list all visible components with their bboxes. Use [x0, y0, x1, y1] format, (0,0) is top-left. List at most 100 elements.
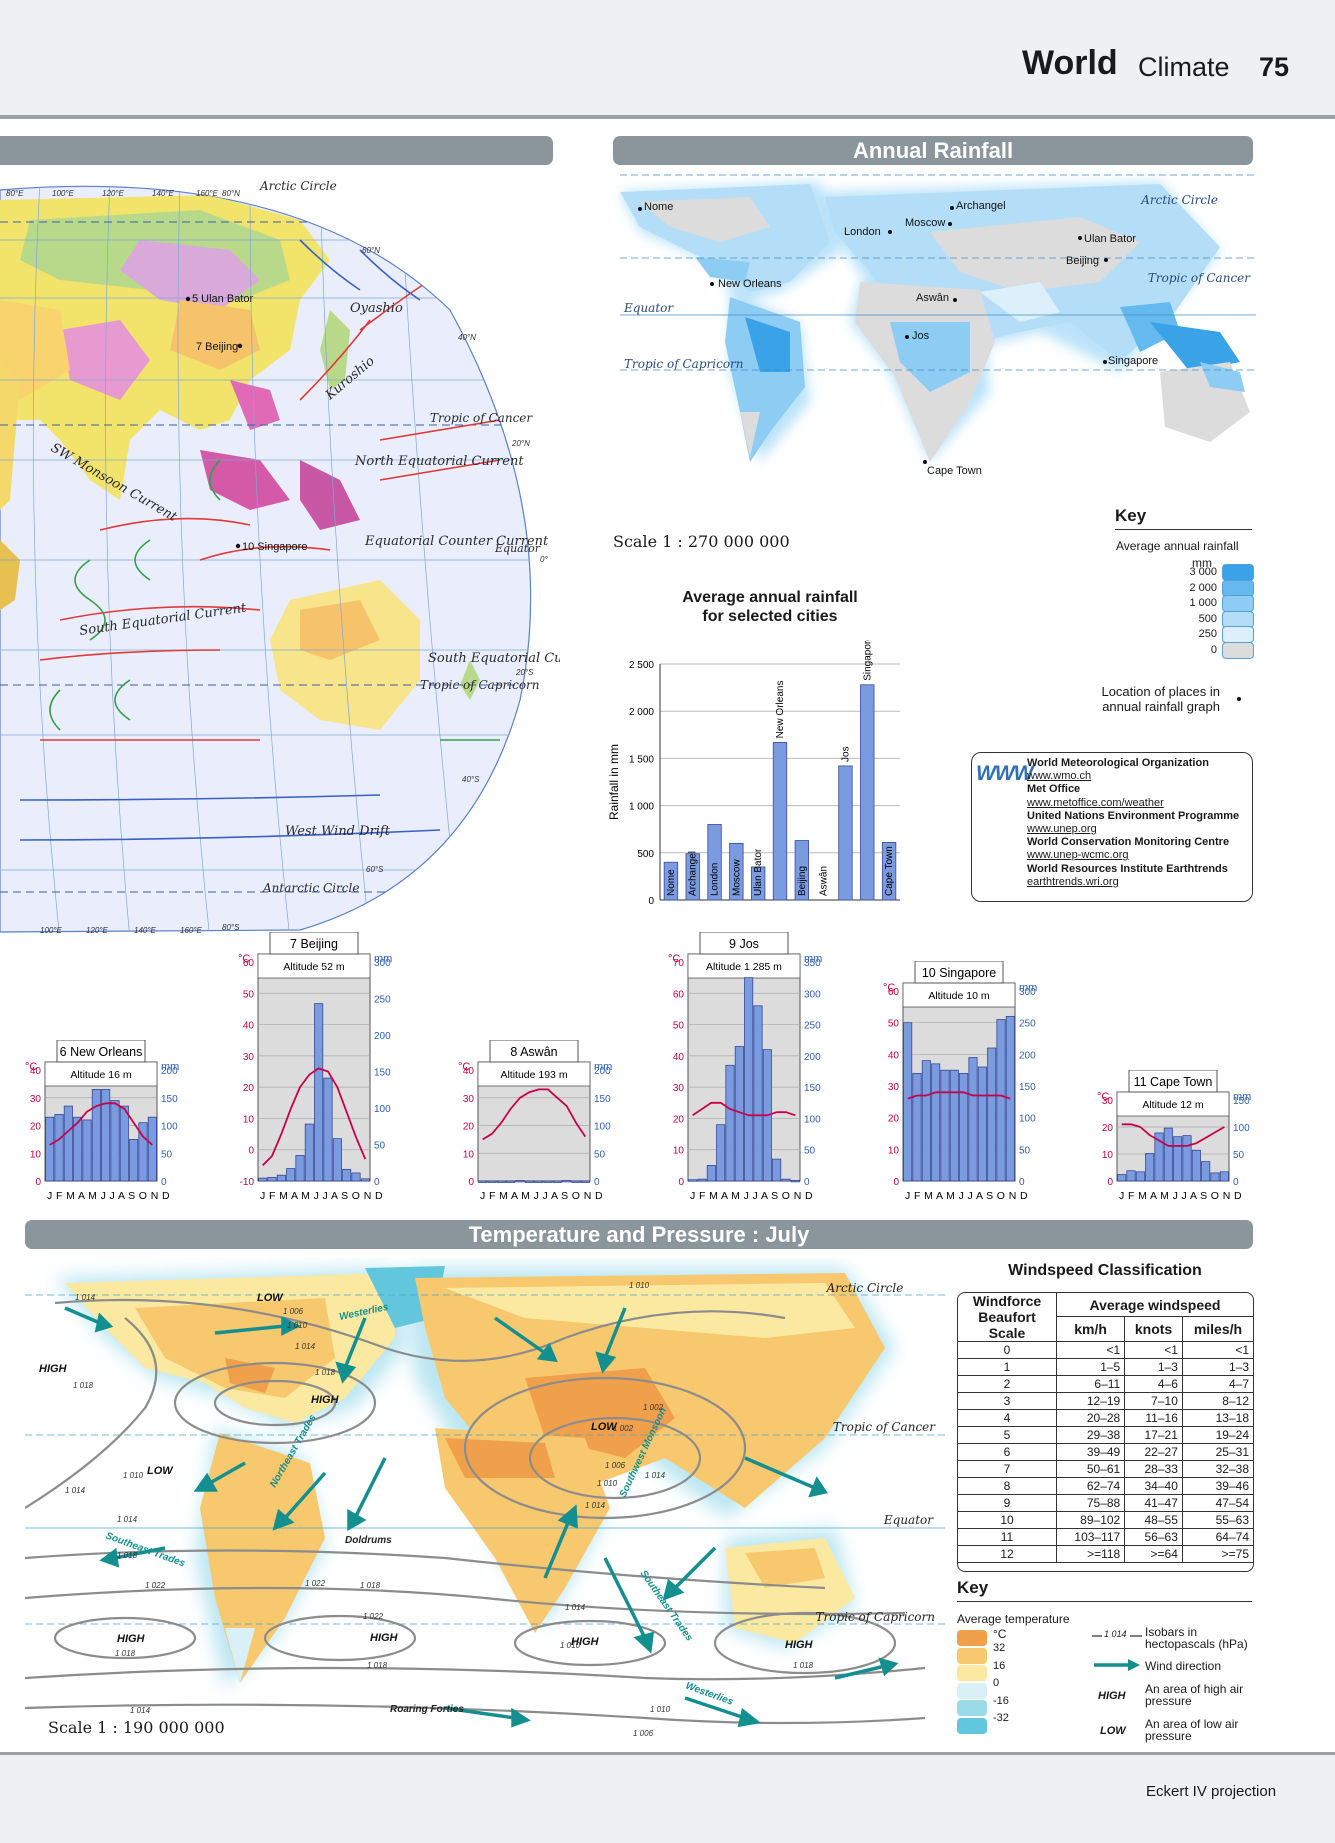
- climograph-rain-bar: [1182, 1135, 1192, 1182]
- rain-chart-bar: [838, 765, 853, 901]
- rain-map-scale: Scale 1 : 270 000 000: [613, 532, 790, 551]
- rain-chart-ytick: 0: [648, 896, 654, 907]
- temp-key-level-label: 32: [993, 1642, 1006, 1654]
- climograph-temp-tick: 0: [35, 1177, 41, 1188]
- climograph-altitude: Altitude 12 m: [1142, 1099, 1204, 1111]
- climograph-temp-unit: °C: [458, 1061, 470, 1073]
- wind-table-cell: 62–74: [1055, 1477, 1126, 1495]
- rain-chart-category-label: Beijing: [797, 866, 808, 896]
- climograph-rain-bar: [725, 1064, 735, 1182]
- climograph-temp-tick: 60: [243, 958, 255, 969]
- climograph-1: Altitude 16 m 6 New Orleans °C mm 0 10 20 30 40 0…: [25, 1040, 179, 1202]
- header-rule: [0, 115, 1335, 119]
- climograph-temp-tick: 0: [1107, 1177, 1113, 1188]
- lon-top-5: 160°E: [196, 189, 219, 198]
- lon-bottom-4: 160°E: [180, 926, 203, 935]
- climograph-temp-tick: 40: [673, 1052, 685, 1063]
- climograph-rain-bar: [478, 1180, 488, 1183]
- climograph-rain-bar: [1191, 1149, 1201, 1182]
- link-url[interactable]: www.unep.org: [1027, 823, 1097, 836]
- wind-table-cell: 39–46: [1181, 1477, 1253, 1495]
- low-label-1: LOW: [257, 1292, 284, 1304]
- wind-table-cell: 1–3: [1124, 1358, 1183, 1376]
- wind-table-cell: 22–27: [1124, 1443, 1183, 1461]
- climograph-rain-bar: [286, 1168, 296, 1182]
- high-label-5: HIGH: [571, 1636, 600, 1648]
- climograph-temp-tick: 20: [30, 1122, 42, 1133]
- climograph-rain-bar: [688, 1179, 698, 1182]
- isobar-key-sample: 1 014: [1104, 1629, 1127, 1639]
- isobar-lines: [25, 1298, 926, 1725]
- www-logo: WWW: [976, 762, 1033, 785]
- climograph-rain-bar: [351, 1172, 361, 1182]
- wind-table-row: 11 103–117 56–63 64–74: [958, 1528, 1253, 1546]
- link-url[interactable]: www.unep-wcmc.org: [1027, 849, 1129, 862]
- tropic-capricorn-label: Tropic of Capricorn: [420, 678, 540, 692]
- climograph-temp-tick: 70: [673, 958, 685, 969]
- climograph-4: Altitude 1 285 m 9 Jos °C mm 0 10 20 30 40 50 60 70…: [668, 932, 822, 1202]
- antarctic-circle-label: Antarctic Circle: [262, 881, 359, 895]
- climograph-rain-bar: [524, 1180, 534, 1183]
- climograph-rain-tick: 0: [804, 1177, 810, 1188]
- climograph-rain-bar: [697, 1178, 707, 1182]
- climograph-title: 6 New Orleans: [60, 1045, 143, 1059]
- climograph-rain-tick: 250: [374, 995, 391, 1006]
- climograph-rain-bar: [716, 1124, 726, 1182]
- wind-table-cell: 7–10: [1124, 1392, 1183, 1410]
- wind-direction-desc: Wind direction: [1145, 1659, 1222, 1673]
- link-org-name: World Conservation Monitoring Centre: [1027, 836, 1230, 849]
- climograph-rain-bar: [515, 1180, 525, 1183]
- annual-rainfall-map: Arctic Circle Tropic of Cancer Equator T…: [620, 174, 1256, 477]
- wind-table-row: 4 20–28 11–16 13–18: [958, 1409, 1253, 1427]
- link-url[interactable]: earthtrends.wri.org: [1027, 875, 1119, 888]
- climograph-temp-tick: 30: [1102, 1096, 1114, 1107]
- wind-table-row: 7 50–61 28–33 32–38: [958, 1460, 1253, 1478]
- wind-table-cell: 4–6: [1124, 1375, 1183, 1393]
- lat-0: 0°: [540, 555, 548, 564]
- link-url[interactable]: www.wmo.ch: [1027, 770, 1092, 783]
- temp-key-swatch: [957, 1630, 987, 1646]
- wind-table-cell: 1–5: [1055, 1358, 1126, 1376]
- climograph-altitude: Altitude 16 m: [70, 1069, 132, 1081]
- climograph-rain-bar: [949, 1069, 959, 1182]
- rain-chart-ytick: 500: [637, 849, 654, 860]
- wind-table-cell: 17–21: [1124, 1426, 1183, 1444]
- climograph-rain-bar: [781, 1178, 791, 1182]
- climograph-title: 9 Jos: [729, 937, 759, 951]
- arctic-circle-label: Arctic Circle: [259, 180, 337, 193]
- climograph-rain-bar: [54, 1114, 64, 1182]
- climograph-panel: [902, 982, 1016, 1182]
- climograph-rain-tick: 0: [161, 1177, 167, 1188]
- rain-key-swatch: [1222, 626, 1254, 643]
- climograph-temp-tick: 0: [893, 1177, 899, 1188]
- rain-key-swatch: [1222, 610, 1254, 628]
- climograph-rain-tick: 100: [374, 1104, 391, 1115]
- climograph-rain-bar: [552, 1180, 562, 1183]
- lat-20s: 20°S: [515, 668, 534, 677]
- wind-table-cell: 64–74: [1181, 1528, 1253, 1546]
- climograph-title-box: [489, 1040, 579, 1063]
- climograph-rain-bar: [276, 1174, 286, 1182]
- wind-table-cell: 75–88: [1055, 1494, 1126, 1512]
- climograph-rain-bar: [138, 1122, 148, 1182]
- rain-key-swatch: [1222, 579, 1254, 597]
- rain-key-subtitle: Average annual rainfall: [1116, 539, 1239, 553]
- temp-key-swatch: [957, 1700, 987, 1716]
- climograph-alt-band: [257, 953, 371, 979]
- climograph-temp-tick: 50: [888, 1019, 900, 1030]
- climograph-temp-line: [262, 1067, 367, 1167]
- wind-table-cell: 4: [958, 1409, 1057, 1427]
- eq-counter-current-label: Equatorial Counter Current: [364, 534, 549, 549]
- rain-chart-category-label: Jos: [840, 746, 851, 762]
- link-url[interactable]: www.metoffice.com/weather: [1027, 796, 1164, 809]
- wind-table-cell: 19–24: [1181, 1426, 1253, 1444]
- climograph-rain-tick: 100: [1019, 1114, 1036, 1125]
- rain-city-nome: Nome: [644, 201, 673, 213]
- wind-table-row: 2 6–11 4–6 4–7: [958, 1375, 1253, 1393]
- ocean-map-section-bar: [0, 136, 553, 165]
- climograph-rain-unit: mm: [1019, 982, 1037, 994]
- climograph-temp-line: [49, 1102, 153, 1146]
- climograph-rain-tick: 150: [594, 1094, 611, 1105]
- rain-city-beijing: Beijing: [1066, 255, 1099, 267]
- wind-table-cell: 34–40: [1124, 1477, 1183, 1495]
